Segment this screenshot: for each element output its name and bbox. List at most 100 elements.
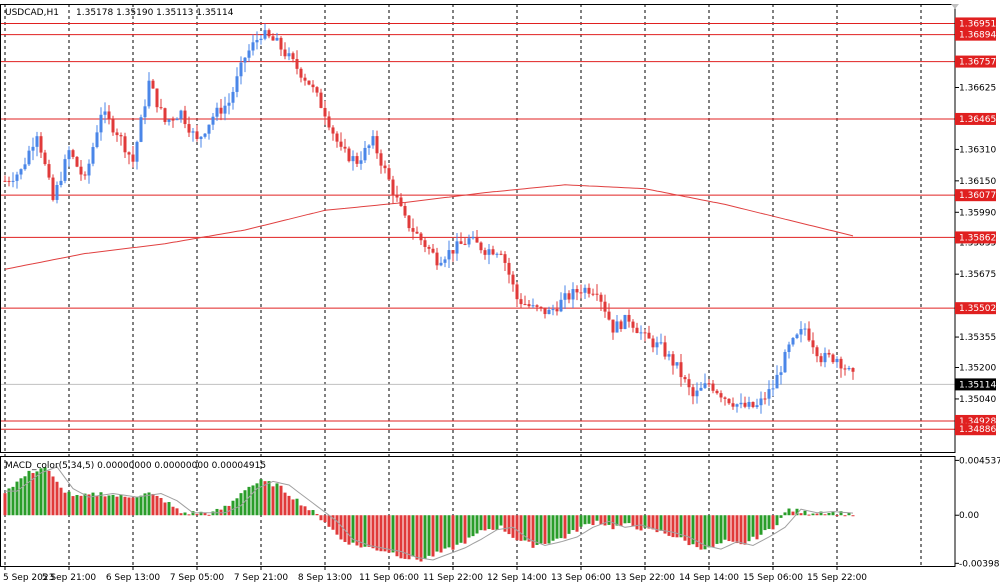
candle-body	[811, 340, 815, 348]
macd-bar	[91, 492, 95, 516]
candle-body	[471, 236, 475, 239]
macd-bar	[287, 495, 291, 516]
macd-bar	[531, 515, 535, 548]
candle-body	[91, 147, 95, 164]
candle-body	[535, 305, 539, 307]
candle-body	[59, 180, 63, 185]
macd-bar	[839, 511, 843, 516]
macd-bar	[539, 515, 543, 544]
candle-body	[355, 156, 359, 164]
macd-bar	[367, 515, 371, 547]
macd-bar	[419, 515, 423, 562]
macd-bar	[835, 515, 839, 517]
macd-bar	[491, 515, 495, 530]
candle-body	[639, 332, 643, 334]
candle-body	[11, 180, 15, 182]
candle-body	[507, 262, 511, 275]
candle-body	[683, 377, 687, 380]
candle-body	[171, 119, 175, 121]
macd-bar	[559, 515, 563, 539]
macd-bar	[507, 515, 511, 535]
macd-bar	[251, 485, 255, 516]
candle-body	[791, 338, 795, 345]
candle-body	[367, 145, 371, 148]
horizontal-levels	[0, 22, 955, 430]
macd-bar	[655, 515, 659, 533]
macd-bar	[723, 515, 727, 540]
macd-bar	[699, 515, 703, 550]
time-tick-label: 5 Sep 2023	[3, 573, 54, 583]
price-tick-label: 1.35355	[959, 333, 996, 343]
candle-body	[411, 228, 415, 232]
candle-body	[719, 393, 723, 398]
macd-bar	[719, 515, 723, 544]
candle-body	[151, 80, 155, 89]
candle-body	[647, 332, 651, 339]
time-tick-label: 13 Sep 22:00	[615, 573, 675, 583]
macd-bar	[407, 515, 411, 560]
macd-bar	[823, 514, 827, 516]
candle-body	[703, 383, 707, 388]
candle-body	[687, 379, 691, 388]
candle-body	[263, 30, 267, 39]
candle-body	[623, 314, 627, 329]
candle-body	[531, 305, 535, 307]
macd-bar	[347, 515, 351, 545]
candle-body	[159, 107, 163, 109]
candle-body	[739, 402, 743, 405]
candle-body	[611, 319, 615, 333]
price-tick-label: 1.36625	[959, 84, 996, 94]
candle-body	[595, 293, 599, 295]
macd-bar	[335, 515, 339, 535]
macd-bar	[83, 493, 87, 516]
macd-bar	[203, 512, 207, 516]
candle-body	[567, 293, 571, 300]
macd-bar	[731, 515, 735, 542]
candle-body	[587, 287, 591, 294]
macd-bar	[615, 515, 619, 526]
macd-bar	[43, 467, 47, 516]
macd-bar	[643, 515, 647, 528]
candle-body	[267, 30, 271, 37]
candle-body	[27, 150, 31, 165]
candle-body	[211, 116, 215, 125]
macd-bar	[303, 506, 307, 516]
candle-body	[695, 390, 699, 397]
macd-bar	[363, 515, 367, 547]
macd-bar	[535, 515, 539, 545]
macd-title: MACD_color(5,34,5) 0.00000000 0.00000000…	[5, 461, 266, 471]
macd-bar	[399, 515, 403, 559]
macd-bar	[307, 510, 311, 516]
candle-body	[359, 160, 363, 164]
level-price-box	[955, 55, 996, 68]
macd-bar	[591, 515, 595, 526]
time-tick-label: 15 Sep 06:00	[743, 573, 803, 583]
candle-body	[207, 124, 211, 134]
level-price-box	[955, 189, 996, 202]
macd-bar	[107, 495, 111, 516]
macd-bar	[555, 515, 559, 539]
candle-body	[259, 38, 263, 41]
candle-body	[619, 321, 623, 329]
macd-bar	[127, 497, 131, 516]
macd-bar	[735, 515, 739, 544]
candle-body	[215, 107, 219, 117]
macd-bar	[475, 515, 479, 534]
candle-body	[175, 118, 179, 121]
scroll-arrow-icon[interactable]	[951, 4, 959, 9]
candle-body	[7, 180, 11, 182]
price-axis: 1.36625 1.36310 1.36150 1.35990 1.35835 1.356…	[955, 17, 1000, 569]
candle-body	[51, 177, 55, 200]
level-price-label: 1.36951	[959, 19, 996, 29]
candle-body	[223, 105, 227, 114]
candle-body	[419, 233, 423, 241]
macd-bar	[67, 491, 71, 516]
macd-bar	[703, 515, 707, 550]
macd-bar	[523, 515, 527, 541]
candle-body	[615, 321, 619, 333]
macd-bar	[775, 515, 779, 526]
chart-frame	[0, 4, 956, 567]
candle-body	[343, 146, 347, 149]
macd-bar	[79, 495, 83, 516]
